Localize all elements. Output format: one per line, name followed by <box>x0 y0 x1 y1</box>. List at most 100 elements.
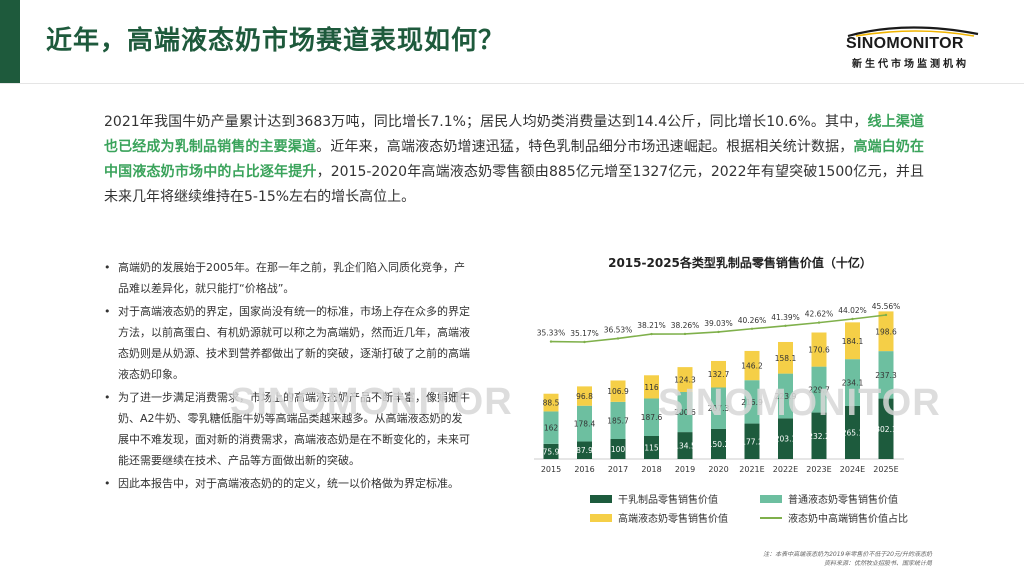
bar-dry <box>744 423 760 459</box>
bar-regular <box>845 359 860 406</box>
data-label-dry: 265.1 <box>842 428 864 437</box>
data-label-regular: 207.3 <box>708 404 730 413</box>
bar-dry <box>543 443 559 459</box>
dairy-sales-chart: 75.9 162 88.5 2015 87.9 178.4 96.8 2016 100 185.7… <box>534 302 904 474</box>
bullet-dot-icon: • <box>104 305 111 318</box>
data-label-regular: 223.9 <box>775 392 797 401</box>
legend-item-share: 液态奶中高端销售价值占比 <box>760 510 908 525</box>
bar-regular <box>878 351 894 399</box>
share-label: 45.56% <box>872 302 901 311</box>
bullet-text: 为了进一步满足消费需求，市场上的高端液态奶产品不断丰富，像娟姗牛奶、A2牛奶、零… <box>118 391 470 467</box>
data-label-regular: 237.3 <box>875 371 897 380</box>
bar-dry <box>845 405 860 459</box>
bar-dry <box>711 428 726 459</box>
bullet-item: • 因此本报告中，对于高端液态奶的的定义，统一以价格做为界定标准。 <box>104 473 470 494</box>
bar-dry <box>644 436 659 459</box>
header-divider <box>0 83 1024 84</box>
bullet-text: 因此本报告中，对于高端液态奶的的定义，统一以价格做为界定标准。 <box>118 477 459 490</box>
bullet-dot-icon: • <box>104 261 111 274</box>
x-tick-label: 2019 <box>675 465 695 474</box>
watermark-left: SINOMONITOR <box>230 381 513 423</box>
bar-regular <box>778 373 793 419</box>
data-label-premium: 184.1 <box>842 337 864 346</box>
intro-text-3: ，2015-2020年高端液态奶零售额由885亿元增至1327亿元，2022年有… <box>104 164 924 205</box>
data-label-premium: 198.6 <box>875 327 897 336</box>
share-point <box>549 340 553 343</box>
share-point <box>616 337 620 340</box>
bullet-item: • 为了进一步满足消费需求，市场上的高端液态奶产品不断丰富，像娟姗牛奶、A2牛奶、… <box>104 387 470 471</box>
bar-regular <box>610 401 626 439</box>
share-label: 44.02% <box>838 306 867 315</box>
data-label-regular: 162 <box>544 424 559 433</box>
bar-premium <box>610 380 626 402</box>
bar-dry <box>878 398 894 459</box>
bar-dry <box>677 432 693 459</box>
sinomonitor-logo: SINOMONITOR 新生代市场监测机构 <box>846 24 981 70</box>
data-label-dry: 115 <box>644 444 659 453</box>
bar-dry <box>577 441 592 459</box>
bar-premium <box>711 360 726 388</box>
watermark-right: SINOMONITOR <box>658 382 941 424</box>
x-tick-label: 2022E <box>773 465 798 474</box>
data-label-regular: 185.7 <box>607 416 629 425</box>
share-point <box>784 324 787 328</box>
data-label-premium: 170.6 <box>808 346 830 355</box>
legend-label-share: 液态奶中高端销售价值占比 <box>788 514 908 525</box>
page-title: 近年，高端液态奶市场赛道表现如何？ <box>46 26 506 56</box>
bar-premium <box>644 375 659 399</box>
legend-swatch-premium <box>590 513 612 522</box>
share-point <box>717 330 720 334</box>
footnote-source: 资料来源：优然牧业招股书、国家统计局 <box>823 560 932 567</box>
x-tick-label: 2024E <box>840 465 865 474</box>
legend-label-premium: 高端液态奶零售销售价值 <box>618 514 728 525</box>
data-label-dry: 75.9 <box>543 447 560 456</box>
share-label: 38.26% <box>671 321 700 330</box>
bullet-item: • 高端奶的发展始于2005年。在那一年之前，乳企们陷入同质化竞争，产品难以差异化… <box>104 257 470 299</box>
data-label-dry: 100 <box>611 445 626 454</box>
x-tick-label: 2018 <box>641 465 661 474</box>
bar-dry <box>610 439 626 459</box>
bullet-dot-icon: • <box>104 477 111 490</box>
logo-subtitle: 新生代市场监测机构 <box>852 59 969 70</box>
bar-dry <box>778 418 793 459</box>
bar-regular <box>677 391 693 433</box>
bar-regular <box>543 411 559 444</box>
intro-paragraph: 2021年我国牛奶产量累计达到3683万吨，同比增长7.1%；居民人均奶类消费量… <box>104 110 924 210</box>
bar-regular <box>644 398 659 436</box>
share-label: 35.33% <box>537 329 566 338</box>
x-tick-label: 2025E <box>873 465 898 474</box>
x-tick-label: 2021E <box>739 465 764 474</box>
legend-line-share <box>760 516 782 519</box>
data-label-dry: 203.1 <box>775 435 797 444</box>
share-label: 38.21% <box>637 321 666 330</box>
bar-regular <box>577 405 592 442</box>
share-point <box>583 340 586 344</box>
bar-regular <box>711 387 726 429</box>
share-point <box>884 313 888 317</box>
bar-premium <box>878 311 894 352</box>
legend-swatch-dry <box>590 494 612 503</box>
data-label-dry: 232.2 <box>808 432 830 441</box>
logo-name: SINOMONITOR <box>846 35 964 52</box>
share-point <box>683 332 687 336</box>
data-label-premium: 96.8 <box>576 392 593 401</box>
share-point <box>817 321 821 324</box>
data-label-regular: 200.6 <box>674 408 696 417</box>
share-label: 35.17% <box>570 329 599 338</box>
share-label: 41.39% <box>771 313 800 322</box>
footnote-note: 注：本表中高端液态奶为2019年零售价不低于20元/升的液态奶 <box>763 551 932 558</box>
bar-premium <box>778 341 793 374</box>
data-label-regular: 229.7 <box>808 386 830 395</box>
x-tick-label: 2023E <box>806 465 831 474</box>
data-label-dry: 87.9 <box>576 446 593 455</box>
bar-premium <box>744 350 760 381</box>
intro-text-1: 2021年我国牛奶产量累计达到3683万吨，同比增长7.1%；居民人均奶类消费量… <box>104 114 868 130</box>
logo-swoosh-icon <box>847 26 979 38</box>
share-point <box>750 327 754 330</box>
bar-premium <box>677 367 693 392</box>
data-label-dry: 150.2 <box>708 440 730 449</box>
legend-swatch-regular <box>760 494 782 503</box>
bullet-dot-icon: • <box>104 391 111 404</box>
legend-item-dry: 干乳制品零售销售价值 <box>590 491 718 506</box>
chart-title: 2015-2025各类型乳制品零售销售价值（十亿） <box>608 256 872 270</box>
